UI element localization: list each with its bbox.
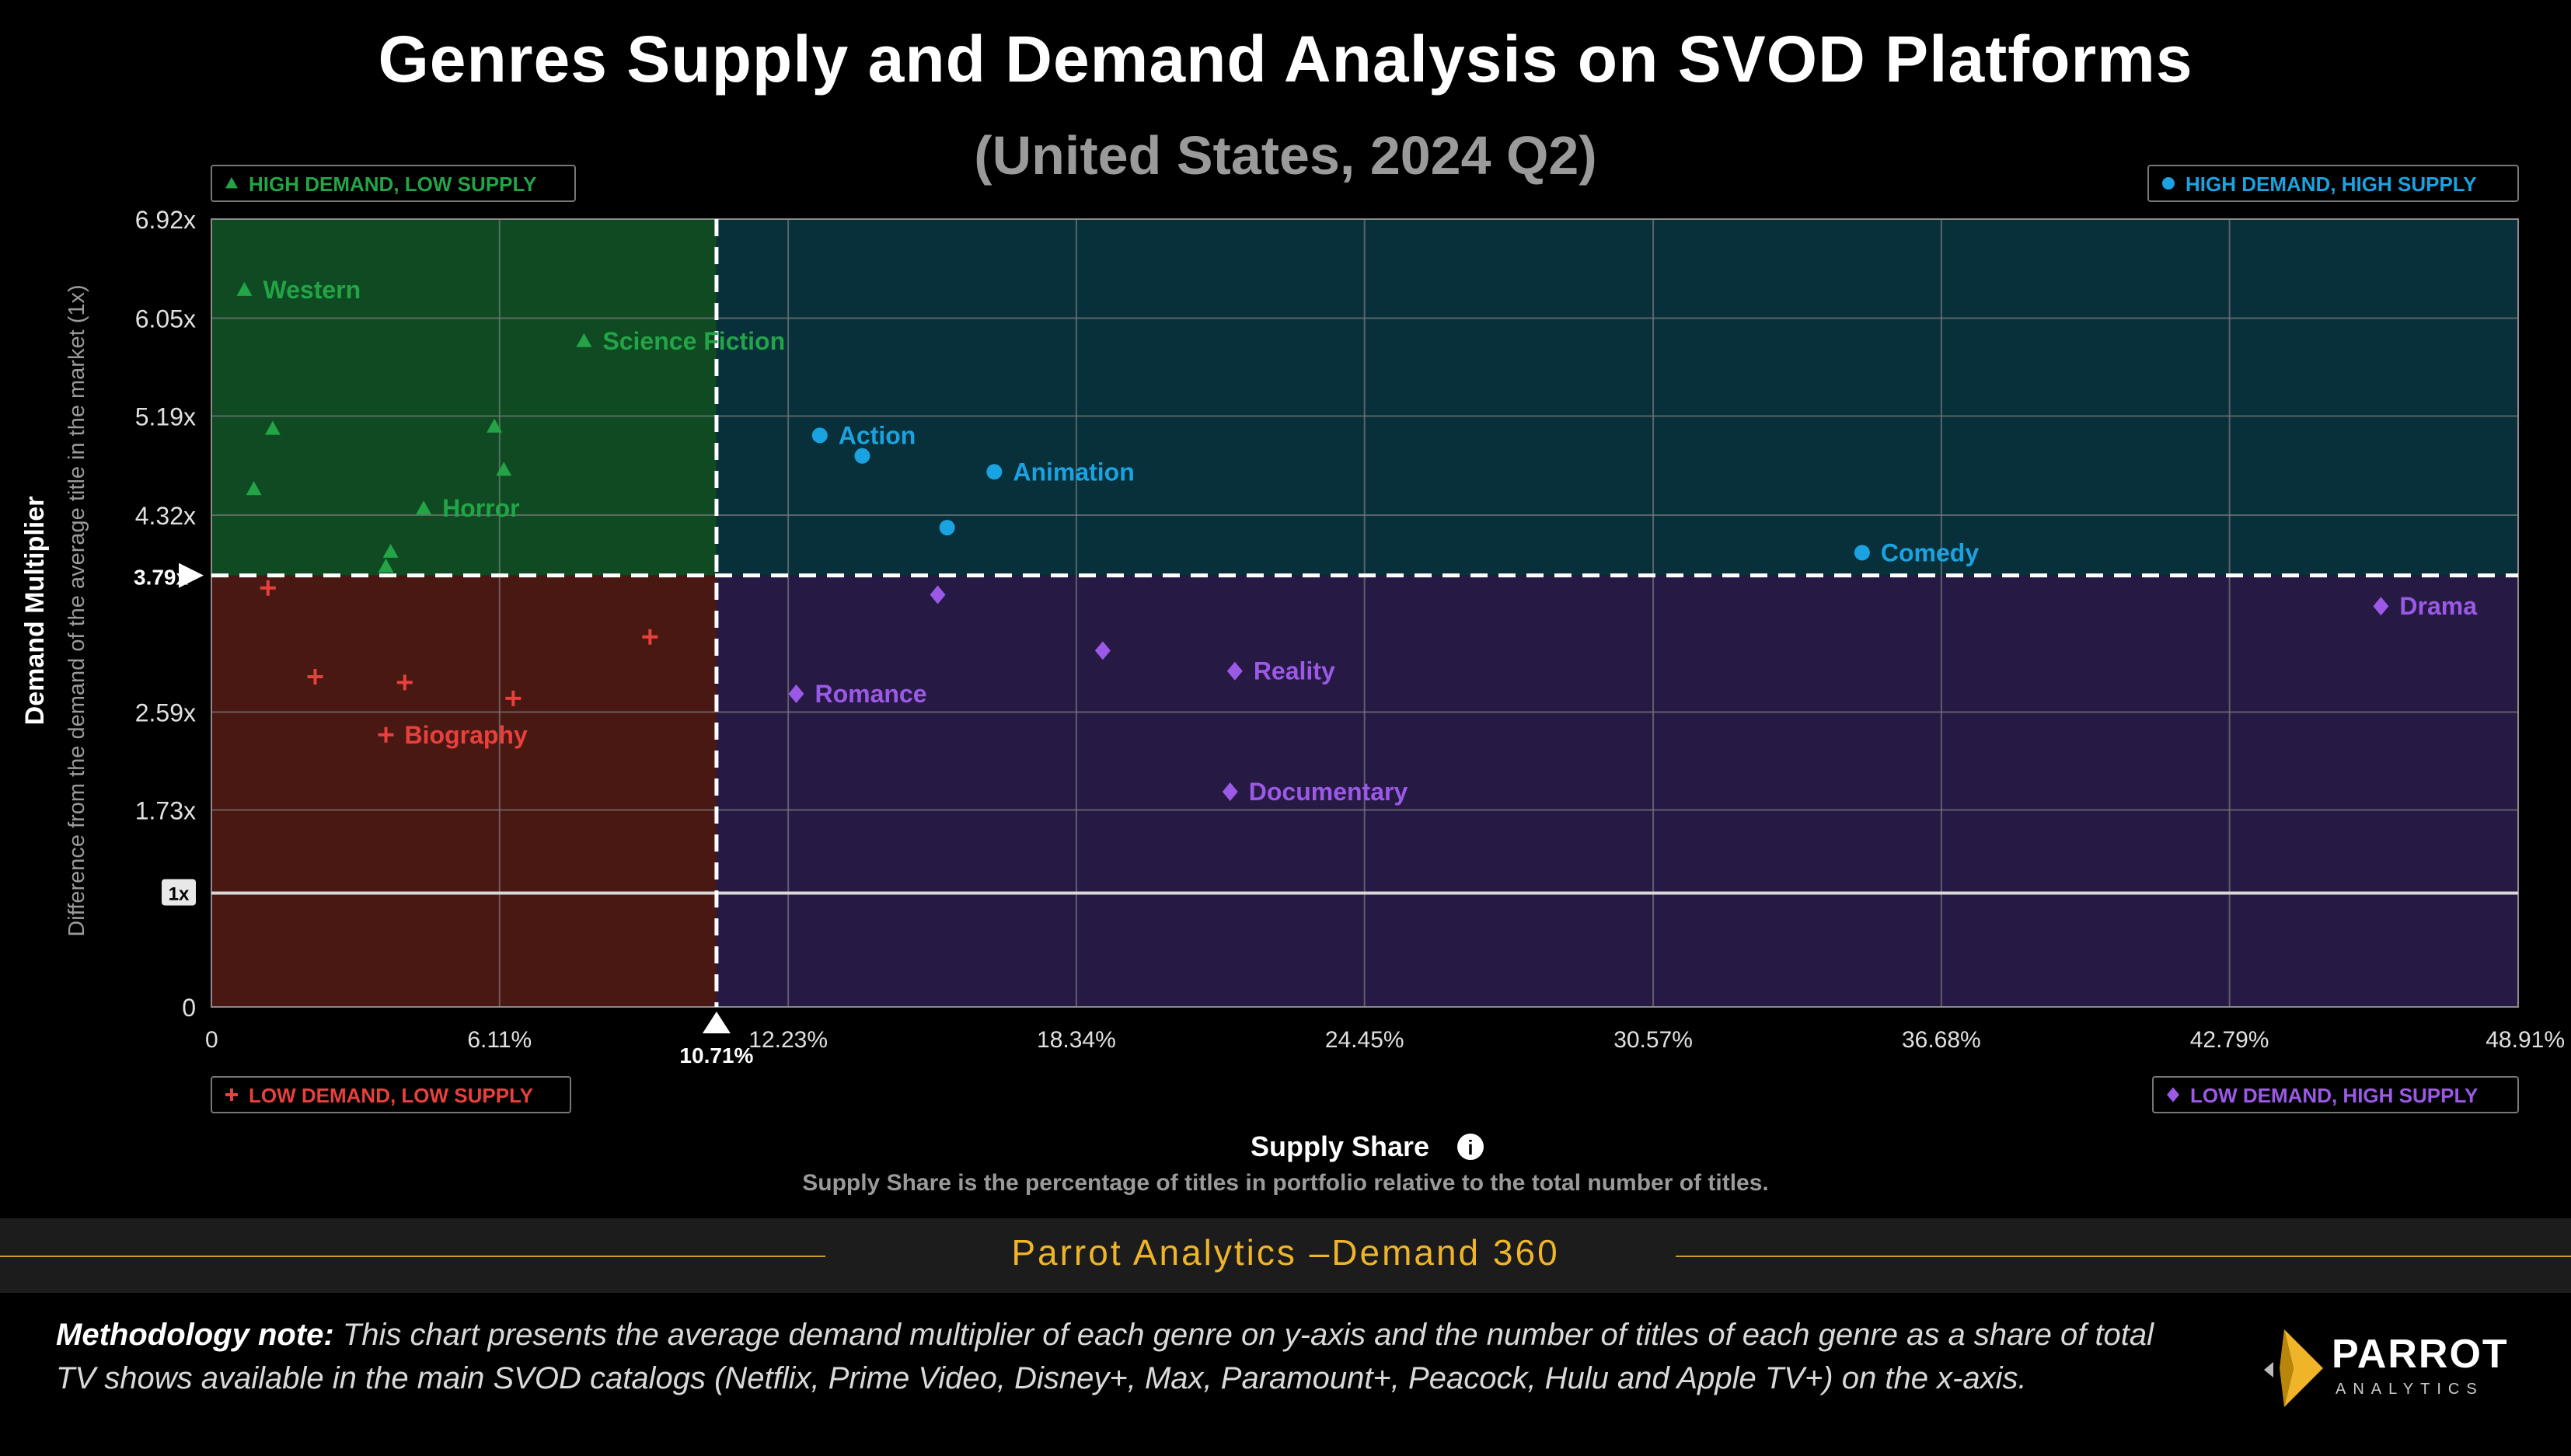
data-point (854, 448, 870, 464)
y-tick-label: 0 (182, 994, 196, 1022)
baseline-1x-label: 1x (169, 883, 190, 904)
data-point-label: Science Fiction (602, 327, 785, 355)
x-tick-label: 0 (205, 1027, 218, 1053)
chart-subtitle: (United States, 2024 Q2) (974, 125, 1597, 186)
data-point (505, 690, 522, 706)
methodology-note: Methodology note: This chart presents th… (56, 1313, 2186, 1400)
data-point (382, 543, 399, 558)
data-point (642, 629, 658, 645)
quadrant-label-box (211, 165, 576, 202)
data-point-label: Action (839, 421, 916, 449)
data-point-label: Documentary (1249, 778, 1408, 806)
logo-subtitle: ANALYTICS (2336, 1381, 2484, 1398)
quadrant-low-demand-high-supply-bg (716, 575, 2519, 1007)
data-point (260, 580, 276, 596)
data-point (811, 427, 828, 444)
quadrant-label-marker (225, 1089, 238, 1101)
quadrant-label-box (2152, 1076, 2519, 1113)
scatter-chart: 1x3.79x10.71%01.73x2.59x4.32x5.19x6.05x6… (20, 165, 2565, 1196)
y-tick-label: 5.19x (135, 403, 196, 431)
x-axis-title: Supply Share (1251, 1130, 1429, 1162)
quadrant-label-text: HIGH DEMAND, LOW SUPPLY (249, 172, 536, 196)
x-tick-label: 48.91% (2486, 1027, 2565, 1053)
parrot-logo-icon (2264, 1329, 2323, 1407)
data-point-label: Comedy (1881, 538, 1979, 566)
footer-rule-left (0, 1256, 825, 1257)
data-point-label: Romance (815, 680, 926, 708)
parrot-analytics-logo: PARROT ANALYTICS (2258, 1325, 2509, 1410)
data-point (986, 464, 1003, 480)
data-point (576, 333, 592, 347)
methodology-note-label: Methodology note: (56, 1318, 334, 1352)
footer-rule-right (1676, 1256, 2571, 1257)
y-tick-label: 6.92x (135, 206, 196, 234)
quadrant-label-marker (2162, 177, 2175, 190)
quadrant-label-text: HIGH DEMAND, HIGH SUPPLY (2186, 172, 2477, 196)
x-mean-label: 10.71% (679, 1043, 753, 1068)
methodology-note-text: This chart presents the average demand m… (56, 1318, 2154, 1395)
data-point (1094, 641, 1111, 660)
data-point (307, 669, 323, 685)
x-tick-label: 12.23% (748, 1027, 828, 1053)
data-point (930, 585, 946, 604)
quadrant-low-demand-low-supply-bg (211, 575, 717, 1007)
data-point-label: Drama (2399, 592, 2477, 620)
info-icon-glyph: i (1467, 1136, 1473, 1159)
y-tick-label: 1.73x (135, 797, 196, 825)
data-point (264, 420, 281, 435)
data-point (236, 281, 253, 296)
data-point-label: Reality (1254, 657, 1335, 685)
data-point-label: Biography (405, 721, 528, 749)
plot-border (211, 218, 2519, 1008)
data-point (939, 520, 955, 536)
quadrant-label-marker (2167, 1087, 2179, 1102)
y-tick-label: 6.05x (135, 305, 196, 333)
quadrant-label-text: LOW DEMAND, HIGH SUPPLY (2190, 1084, 2478, 1107)
x-tick-label: 36.68% (1902, 1027, 1981, 1053)
data-point (1226, 661, 1243, 681)
data-point-label: Animation (1013, 458, 1134, 486)
quadrant-label-box (211, 1076, 571, 1113)
data-point (487, 418, 503, 433)
data-point (378, 726, 394, 743)
quadrant-label-text: LOW DEMAND, LOW SUPPLY (249, 1084, 533, 1107)
y-axis-subtitle: Difference from the demand of the averag… (65, 284, 89, 936)
baseline-1x-badge (162, 879, 196, 906)
data-point (496, 462, 512, 476)
x-tick-label: 30.57% (1613, 1027, 1693, 1053)
x-tick-label: 24.45% (1325, 1027, 1404, 1053)
quadrant-label-marker (225, 177, 238, 189)
info-icon (1457, 1134, 1484, 1160)
data-point (1854, 545, 1870, 561)
data-point-label: Western (263, 276, 361, 304)
data-point (2373, 597, 2389, 616)
quadrant-high-demand-low-supply-bg (211, 219, 717, 576)
data-point (788, 684, 804, 704)
y-tick-label: 2.59x (135, 698, 196, 726)
footer-brand-line: Parrot Analytics –Demand 360 (1011, 1232, 1560, 1273)
x-tick-label: 18.34% (1037, 1027, 1116, 1053)
data-point (396, 674, 413, 691)
chart-title: Genres Supply and Demand Analysis on SVO… (378, 23, 2193, 96)
data-point (1222, 782, 1238, 802)
x-tick-label: 6.11% (467, 1027, 532, 1053)
y-mean-marker (179, 563, 204, 588)
logo-wordmark: PARROT (2332, 1332, 2509, 1377)
quadrant-label-box (2147, 165, 2519, 202)
data-point (378, 558, 394, 573)
data-point (416, 500, 432, 515)
data-point (246, 481, 262, 496)
y-axis-title: Demand Multiplier (20, 496, 50, 726)
x-tick-label: 42.79% (2190, 1027, 2269, 1053)
y-tick-label: 4.32x (135, 502, 196, 530)
quadrant-high-demand-high-supply-bg (716, 219, 2519, 576)
data-point-label: Horror (442, 494, 520, 522)
x-axis-note: Supply Share is the percentage of titles… (802, 1170, 1769, 1196)
x-mean-marker (702, 1012, 731, 1033)
